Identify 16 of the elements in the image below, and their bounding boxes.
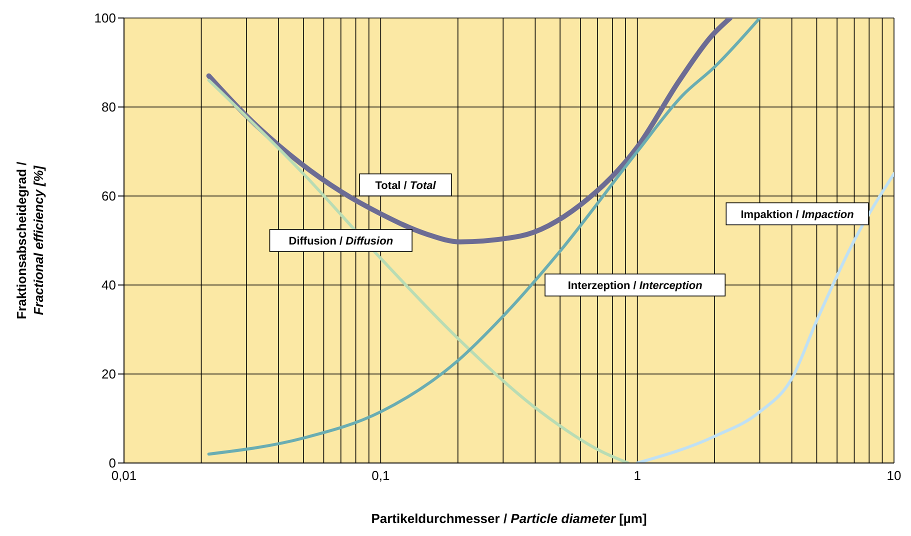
y-tick-label: 80: [102, 100, 116, 115]
y-tick-label: 0: [108, 456, 116, 471]
x-tick-label: 10: [886, 468, 902, 484]
y-tick-label: 20: [102, 366, 116, 382]
x-tick-label: 0,1: [372, 468, 390, 484]
y-tick-label: 100: [94, 10, 116, 26]
series-label: Total / Total: [375, 180, 437, 192]
y-tick-label: 40: [102, 278, 116, 293]
x-tick-label: 0,01: [111, 468, 137, 484]
series-label: Diffusion / Diffusion: [288, 236, 394, 248]
y-tick-label: 60: [102, 188, 116, 204]
x-tick-label: 1: [634, 468, 641, 484]
x-axis-title: Partikeldurchmesser / Particle diameter [µm]: [371, 511, 647, 526]
series-label: Impaktion / Impaction: [740, 208, 854, 221]
text: Interzeption / Interception: [568, 280, 703, 292]
y-axis-title: Fraktionsabscheidegrad / Fractional efficiency [%]: [14, 161, 46, 320]
